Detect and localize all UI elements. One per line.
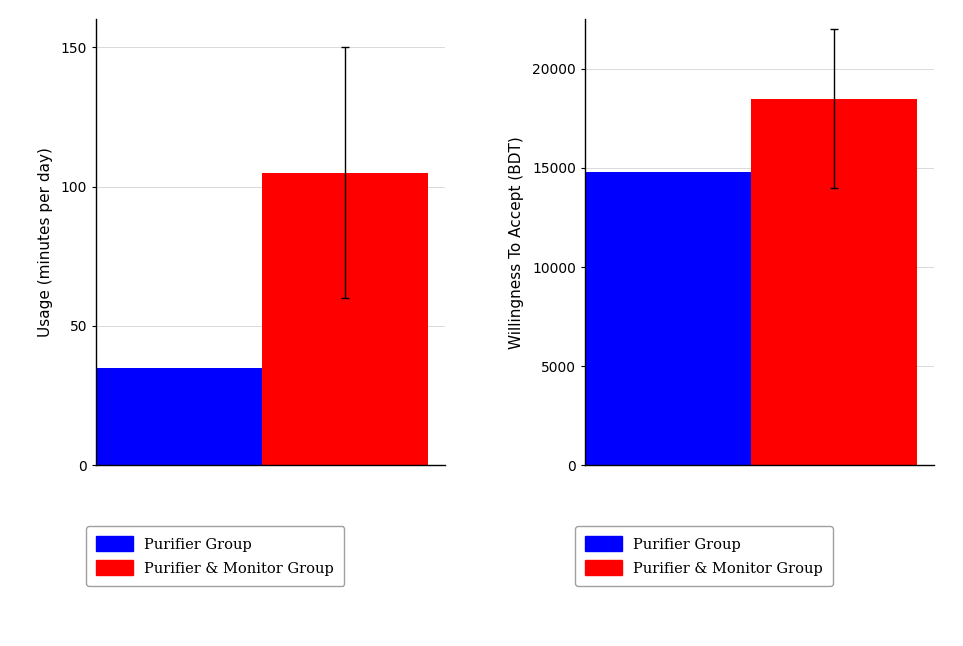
Bar: [751, 99, 917, 465]
Legend: Purifier Group, Purifier & Monitor Group: Purifier Group, Purifier & Monitor Group: [86, 526, 345, 586]
Bar: [96, 368, 262, 465]
Legend: Purifier Group, Purifier & Monitor Group: Purifier Group, Purifier & Monitor Group: [575, 526, 833, 586]
Bar: [586, 172, 751, 465]
Bar: [262, 172, 428, 465]
Y-axis label: Usage (minutes per day): Usage (minutes per day): [38, 147, 53, 337]
Y-axis label: Willingness To Accept (BDT): Willingness To Accept (BDT): [508, 136, 524, 349]
